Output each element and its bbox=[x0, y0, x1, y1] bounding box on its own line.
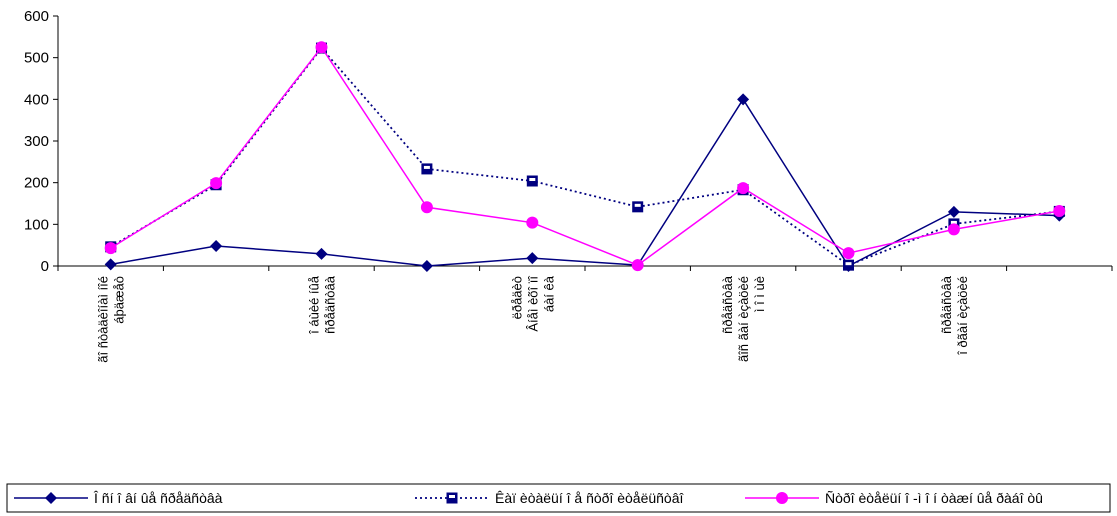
category-label-line: ì î ì ùè bbox=[752, 276, 767, 312]
y-tick-label: 400 bbox=[24, 91, 49, 108]
series-3-point bbox=[737, 182, 750, 195]
y-tick-label: 200 bbox=[24, 175, 49, 192]
category-label: ñðåäñòâà ãîñ ãàí èçàöèé ì î ì ùè bbox=[720, 275, 767, 362]
category-label-line: ñðåäñòâà bbox=[720, 275, 735, 334]
series-1-point bbox=[947, 205, 960, 218]
series-1-point bbox=[210, 240, 223, 252]
series-1 bbox=[104, 93, 1066, 272]
category-label-line: ãîñ ãàí èçàöèé bbox=[736, 276, 751, 362]
series-2-line bbox=[110, 46, 1060, 267]
legend-label: Î ñí î âí ûå ñðåäñòâà bbox=[93, 490, 223, 506]
series-1-point bbox=[737, 93, 750, 106]
series-3-point bbox=[420, 201, 433, 214]
category-label-line: ãî ñòàäèîíàì íîé bbox=[96, 276, 111, 363]
category-label-line: áþäæåò bbox=[112, 276, 127, 324]
series-layer bbox=[104, 41, 1066, 272]
series-3-point bbox=[315, 41, 328, 54]
y-tick-label: 300 bbox=[24, 133, 49, 150]
legend-label: Êàï èòàëüí î å ñòðî èòåëüñòâî bbox=[495, 490, 684, 506]
category-label-line: ñðåäñòâà bbox=[323, 275, 338, 334]
series-3-point bbox=[526, 216, 539, 229]
series-3-point bbox=[842, 247, 855, 260]
series-3-point bbox=[1053, 205, 1066, 217]
category-label-line: Âíåì èõî ïî bbox=[525, 276, 540, 332]
y-tick-label: 500 bbox=[24, 50, 49, 67]
series-2-point-highlight bbox=[845, 262, 852, 266]
series-1-point bbox=[420, 260, 433, 272]
legend-label: Ñòðî èòåëüí î -ì î í òàæí ûå ðàáî òû bbox=[825, 490, 1043, 506]
category-label: ëðåäèò Âíåì èõî ïî áàí êà bbox=[509, 275, 556, 331]
series-2-point-highlight bbox=[423, 165, 430, 169]
series-3-point bbox=[631, 259, 644, 272]
legend-marker bbox=[45, 492, 57, 504]
category-label-line: áàí êà bbox=[541, 275, 556, 312]
chart-axes: 0 100 200 300 400 500 600 bbox=[24, 8, 1113, 275]
category-label-line: î áùèé íûå bbox=[307, 275, 322, 335]
series-2-point-highlight bbox=[634, 203, 641, 207]
category-label: î áùèé íûå ñðåäñòâà bbox=[307, 275, 338, 335]
category-label: ãî ñòàäèîíàì íîé áþäæåò bbox=[96, 276, 127, 363]
category-label: ñðåäñòâà î ðãàí èçàöèé bbox=[939, 275, 970, 356]
series-1-line bbox=[110, 97, 1060, 267]
category-labels: ãî ñòàäèîíàì íîé áþäæåò î áùèé íûå ñðåäñòâà… bbox=[96, 275, 970, 363]
series-2-point-highlight bbox=[529, 178, 536, 181]
legend: Î ñí î âí ûå ñðåäñòâà Êàï èòàëüí î å ñòðî… bbox=[6, 483, 1111, 513]
y-tick-label: 0 bbox=[41, 258, 49, 275]
category-label-line: î ðãàí èçàöèé bbox=[955, 276, 970, 356]
y-tick-label: 100 bbox=[24, 216, 49, 233]
series-1-point bbox=[104, 258, 117, 271]
legend-marker bbox=[776, 492, 788, 504]
series-3 bbox=[104, 41, 1066, 272]
series-1-point bbox=[526, 252, 539, 265]
series-2-point-highlight bbox=[950, 220, 957, 224]
series-3-point bbox=[104, 242, 117, 255]
category-label-line: ñðåäñòâà bbox=[939, 275, 954, 334]
y-tick-label: 600 bbox=[24, 8, 49, 25]
series-3-point bbox=[947, 223, 960, 236]
series-3-line bbox=[110, 45, 1060, 267]
legend-marker-highlight bbox=[449, 495, 455, 498]
category-label-line: ëðåäèò bbox=[509, 276, 524, 319]
series-1-point bbox=[315, 247, 328, 260]
series-3-point bbox=[210, 177, 223, 190]
legend-box bbox=[6, 483, 1111, 513]
